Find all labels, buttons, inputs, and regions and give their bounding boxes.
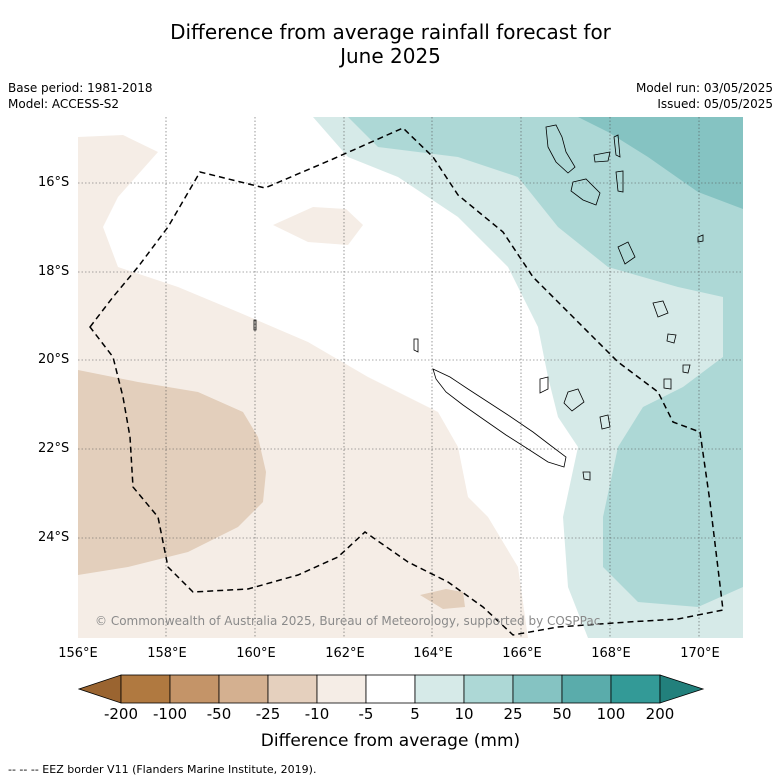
copyright-notice: © Commonwealth of Australia 2025, Bureau…: [95, 614, 601, 628]
x-tick-158e: 158°E: [147, 646, 187, 661]
model-info: Base period: 1981-2018 Model: ACCESS-S2: [8, 80, 153, 112]
eez-legend-note: -- -- -- EEZ border V11 (Flanders Marine…: [8, 763, 317, 776]
x-tick-160e: 160°E: [236, 646, 276, 661]
colorbar-cell: [120, 674, 171, 704]
x-tick-164e: 164°E: [413, 646, 453, 661]
x-tick-166e: 166°E: [502, 646, 542, 661]
issued-date: Issued: 05/05/2025: [657, 97, 773, 111]
x-tick-168e: 168°E: [591, 646, 631, 661]
colorbar-cell: [561, 674, 612, 704]
y-tick-20s: 20°S: [38, 352, 70, 367]
eez-border: [89, 127, 724, 636]
loyalty-islands: [253, 319, 611, 430]
map-svg: [78, 117, 743, 638]
y-tick-22s: 22°S: [38, 441, 70, 456]
dry-patch-north: [273, 207, 363, 245]
colorbar-tick-label: -10: [304, 705, 330, 723]
colorbar-tick-label: -5: [358, 705, 374, 723]
colorbar-tick-label: 50: [552, 705, 572, 723]
colorbar: [77, 674, 705, 708]
model-run: Model run: 03/05/2025: [635, 81, 773, 95]
colorbar-cell: [267, 674, 318, 704]
colorbar-svg: [77, 674, 705, 704]
x-tick-170e: 170°E: [680, 646, 720, 661]
colorbar-extend-low: [77, 674, 122, 704]
y-tick-16s: 16°S: [38, 175, 70, 190]
base-period: Base period: 1981-2018: [8, 81, 153, 95]
colorbar-cell: [316, 674, 367, 704]
colorbar-cell: [414, 674, 465, 704]
colorbar-tick-label: 25: [503, 705, 523, 723]
chart-title: Difference from average rainfall forecas…: [0, 20, 781, 68]
model-name: Model: ACCESS-S2: [8, 97, 120, 111]
new-caledonia-coast: [432, 368, 567, 468]
vanuatu-islands: [545, 124, 704, 390]
y-tick-24s: 24°S: [38, 530, 70, 545]
colorbar-cell: [218, 674, 269, 704]
colorbar-tick-label: -100: [152, 705, 188, 723]
colorbar-tick-label: 100: [596, 705, 626, 723]
colorbar-tick-label: 10: [454, 705, 474, 723]
colorbar-cell: [169, 674, 220, 704]
colorbar-cell: [365, 674, 416, 704]
dry-region-mid: [78, 370, 266, 575]
title-line-1: Difference from average rainfall forecas…: [170, 20, 611, 44]
colorbar-tick-label: 5: [410, 705, 420, 723]
run-info: Model run: 03/05/2025 Issued: 05/05/2025: [636, 80, 773, 112]
colorbar-tick-label: 200: [645, 705, 675, 723]
title-line-2: June 2025: [340, 44, 441, 68]
colorbar-tick-label: -25: [255, 705, 281, 723]
dry-patch-south: [420, 589, 465, 609]
wet-region-mid: [348, 117, 743, 607]
colorbar-title: Difference from average (mm): [260, 731, 521, 751]
colorbar-tick-label: -50: [206, 705, 232, 723]
colorbar-tick-label: -200: [103, 705, 139, 723]
colorbar-cell: [610, 674, 661, 704]
colorbar-extend-high: [659, 674, 705, 704]
map-panel: [78, 117, 743, 638]
wet-region-dark: [578, 117, 743, 209]
colorbar-cell: [512, 674, 563, 704]
x-tick-156e: 156°E: [58, 646, 98, 661]
gridlines: [78, 117, 743, 638]
y-tick-18s: 18°S: [38, 264, 70, 279]
small-islands-south: [582, 471, 591, 481]
x-tick-162e: 162°E: [325, 646, 365, 661]
colorbar-cell: [463, 674, 514, 704]
